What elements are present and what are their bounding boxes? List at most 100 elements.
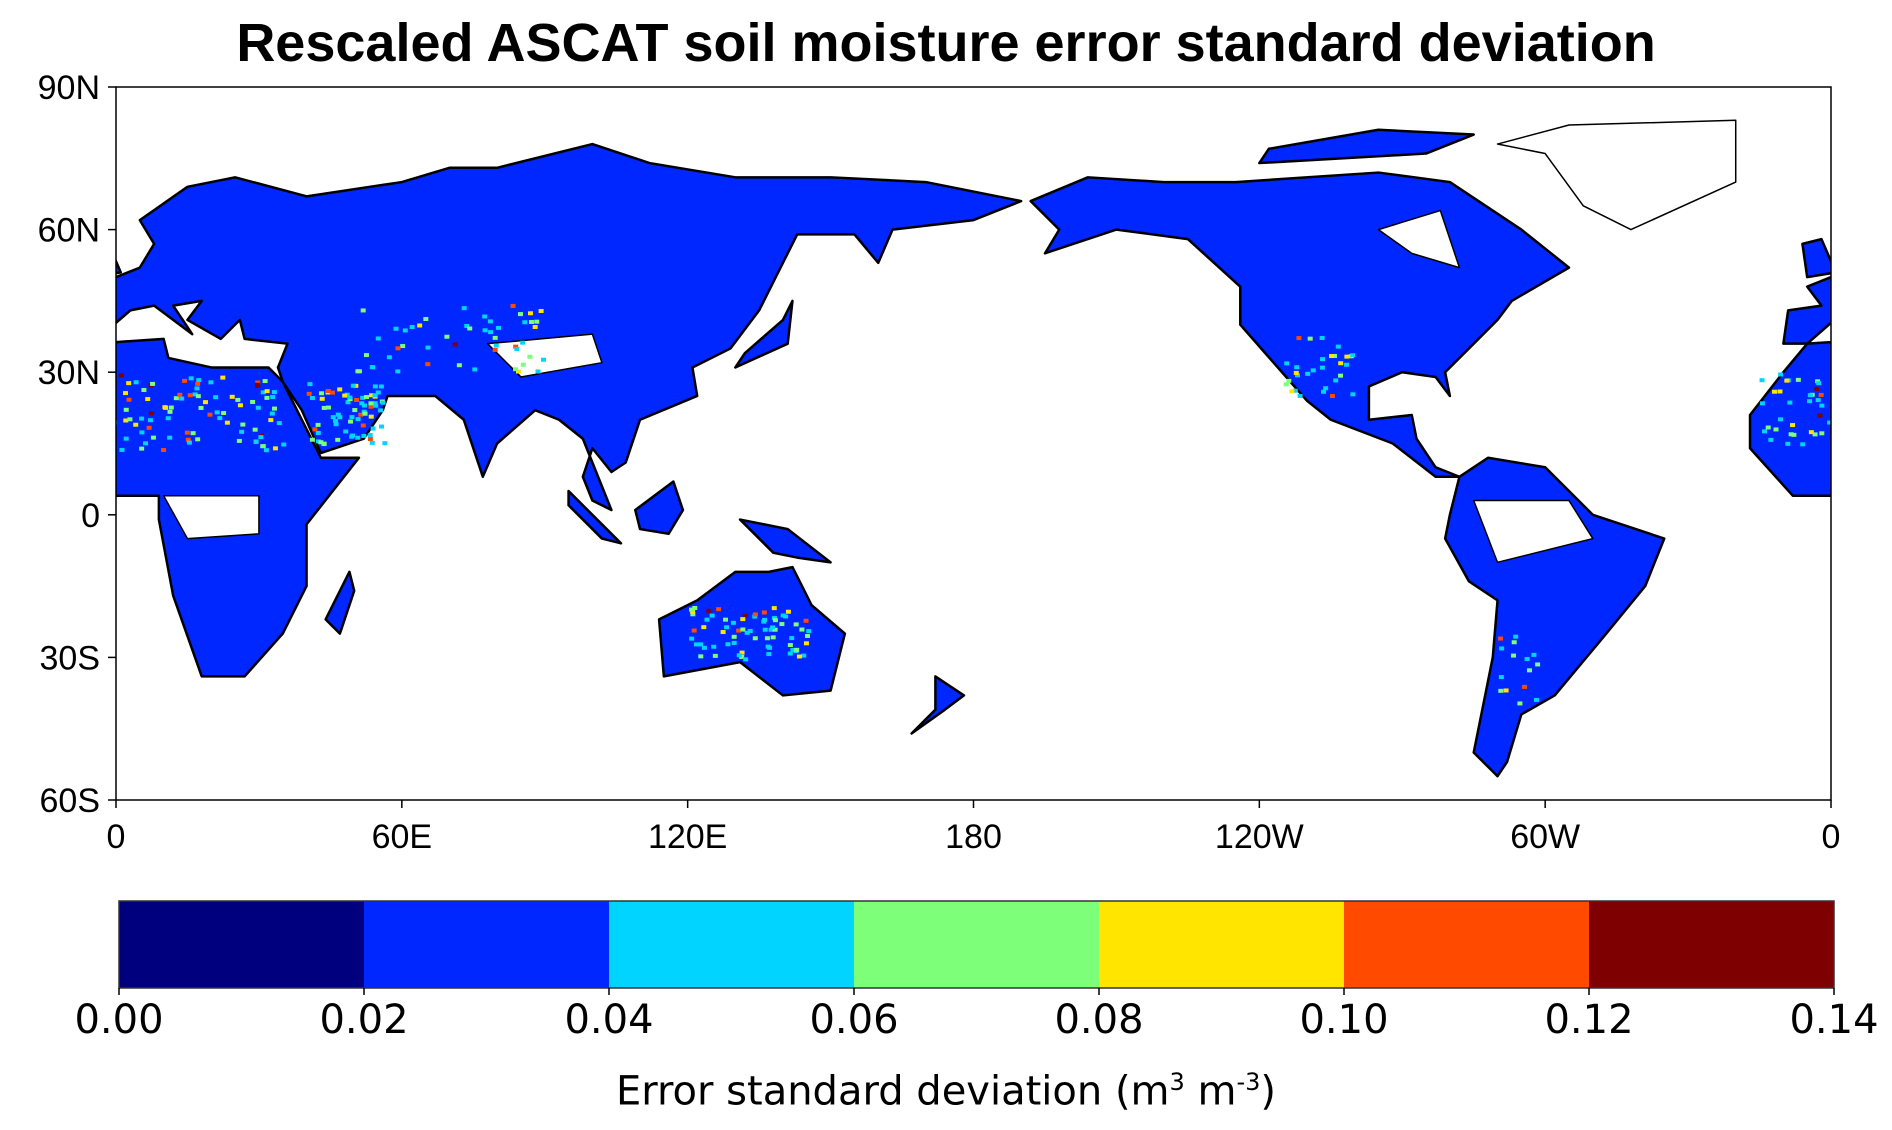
hotspot [709, 613, 715, 618]
hotspot [771, 606, 777, 611]
landmass-amazon [1472, 499, 1594, 564]
hotspot [482, 328, 488, 333]
hotspot [354, 398, 360, 403]
hotspot [712, 653, 718, 658]
hotspot [771, 616, 777, 621]
hotspot [698, 654, 704, 659]
chart-title: Rescaled ASCAT soil moisture error stand… [236, 13, 1656, 73]
hotspot [772, 618, 778, 623]
hotspot [1307, 336, 1313, 341]
hotspot [349, 415, 355, 420]
hotspot [467, 326, 473, 331]
hotspot [787, 651, 793, 656]
hotspot [1817, 413, 1823, 418]
hotspot [752, 636, 758, 641]
hotspot [260, 444, 266, 449]
hotspot [527, 311, 533, 316]
hotspot [263, 448, 269, 453]
y-tick-label: 60N [38, 212, 100, 250]
hotspot [368, 404, 374, 409]
hotspot [240, 422, 246, 427]
hotspot [161, 448, 167, 453]
hotspot [423, 317, 429, 322]
hotspot [806, 629, 812, 634]
hotspot [739, 650, 745, 655]
x-tick-label: 0 [1822, 818, 1841, 856]
hotspot [378, 408, 384, 413]
hotspot [165, 416, 171, 421]
hotspot [1331, 353, 1337, 358]
y-tick-label: 0 [81, 497, 100, 535]
hotspot [359, 401, 365, 406]
landmass-congo [1879, 496, 1892, 539]
hotspot [123, 436, 129, 441]
hotspot [118, 373, 124, 378]
colorbar-segment [1589, 901, 1834, 988]
hotspot [221, 411, 227, 416]
hotspot [255, 405, 261, 410]
hotspot [1323, 386, 1329, 391]
hotspot [1765, 425, 1771, 430]
hotspot [369, 440, 375, 445]
hotspot [352, 408, 358, 413]
landmass-newzealand [910, 675, 966, 735]
hotspot [360, 395, 366, 400]
hotspot [102, 414, 107, 418]
colorbar-frame [118, 900, 1835, 989]
hotspot [214, 410, 220, 415]
hotspot [752, 612, 758, 617]
hotspot [736, 653, 742, 658]
hotspot [127, 417, 133, 422]
hotspot [367, 437, 373, 442]
hotspot [1329, 354, 1335, 359]
hotspot [1338, 373, 1344, 378]
x-tick-label: 120W [1215, 818, 1304, 856]
hotspot [213, 395, 219, 400]
hotspot [148, 411, 154, 416]
hotspot [1296, 336, 1302, 341]
hotspot [1344, 354, 1350, 359]
hotspot [271, 390, 277, 395]
landmass-britain [1801, 237, 1831, 279]
hotspot [98, 432, 103, 436]
hotspot [192, 392, 198, 397]
hotspot [344, 392, 350, 397]
hotspot [100, 379, 105, 383]
hotspot [173, 396, 179, 401]
hotspot [337, 415, 343, 420]
hotspot [133, 380, 139, 385]
hotspot [342, 393, 348, 398]
hotspot [722, 617, 728, 622]
hotspot [761, 610, 767, 615]
hotspot [85, 442, 90, 446]
hotspot [762, 627, 768, 632]
hotspot [779, 622, 785, 627]
hotspot [330, 415, 336, 420]
hotspot [145, 397, 151, 402]
y-tick-label: 30S [40, 639, 101, 677]
hotspot [689, 636, 695, 641]
hotspot [689, 607, 695, 612]
hotspot [47, 429, 52, 433]
hotspot [185, 437, 191, 442]
hotspot [803, 618, 809, 623]
hotspot [1350, 353, 1356, 358]
hotspot [72, 401, 77, 405]
hotspot [75, 423, 80, 427]
hotspot [1286, 378, 1292, 383]
hotspot [1310, 368, 1316, 373]
hotspot [1778, 372, 1784, 377]
hotspot [711, 644, 717, 649]
hotspot [141, 388, 147, 393]
colorbar-tick-label: 0.10 [1299, 997, 1388, 1043]
hotspot [1815, 398, 1821, 403]
hotspot [488, 330, 494, 335]
hotspot [527, 354, 533, 359]
hotspot [372, 393, 378, 398]
hotspot [255, 380, 261, 385]
hotspot [444, 334, 450, 339]
hotspot [690, 609, 696, 614]
hotspot [692, 605, 698, 610]
hotspot [456, 363, 462, 368]
hotspot [514, 347, 520, 352]
